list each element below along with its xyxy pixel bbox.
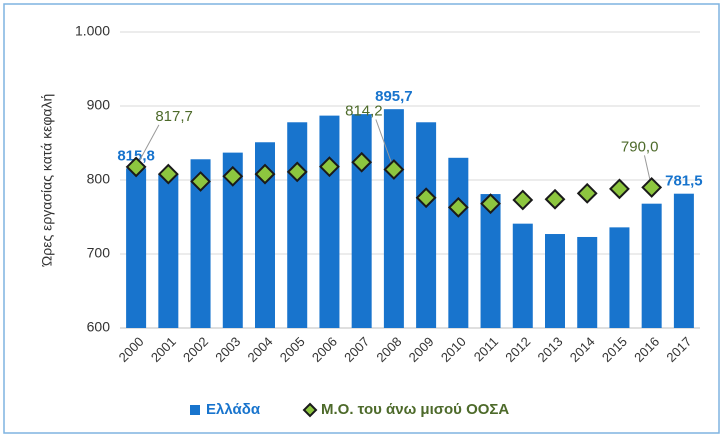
x-tick-label: 2008 [373,334,404,365]
marker [125,156,147,178]
legend-swatch [190,405,200,415]
data-label: 895,7 [375,88,413,105]
marker [609,178,630,200]
leader-line [135,124,160,168]
x-tick-label: 2007 [341,334,372,365]
x-tick-label: 2015 [599,334,630,365]
x-tick-label: 2006 [309,334,340,365]
marker [447,196,469,218]
bar [158,174,179,328]
y-tick-label: 700 [87,245,111,261]
bar [351,114,372,328]
marker [190,171,211,192]
x-tick-label: 2014 [567,334,598,365]
marker [157,163,179,185]
legend-label: Ελλάδα [206,401,261,418]
bar [383,109,404,328]
chart-border [3,3,720,434]
marker [351,151,373,173]
bar [609,227,630,328]
data-label: 817,7 [155,108,193,125]
marker [254,163,276,185]
bar [641,203,662,328]
leader-line [375,119,395,170]
y-axis-title: Ώρες εργασίας κατά κεφαλή [39,94,55,268]
bar [287,122,308,328]
x-tick-label: 2002 [180,334,211,365]
marker [512,189,534,211]
data-label: 790,0 [621,138,659,155]
bar [126,168,147,328]
x-tick-label: 2012 [502,334,533,365]
legend-label: Μ.Ο. του άνω μισού ΟΟΣΑ [321,401,509,418]
legend-swatch [302,402,318,418]
x-tick-label: 2005 [277,334,308,365]
bar [448,157,469,328]
marker [641,176,663,198]
bar [319,115,340,329]
x-tick-label: 2010 [438,334,469,365]
x-tick-label: 2017 [663,334,694,365]
data-label: 781,5 [665,173,703,190]
y-tick-label: 900 [87,97,111,113]
x-tick-label: 2013 [534,334,565,365]
marker [286,161,308,183]
bar [577,236,598,328]
bar [255,142,275,328]
bar [512,223,533,328]
x-tick-label: 2003 [212,334,243,365]
x-tick-label: 2009 [406,334,437,365]
x-tick-label: 2004 [244,334,275,365]
marker [319,156,340,178]
x-tick-label: 2016 [631,334,662,365]
data-label: 815,8 [117,147,155,164]
bar [480,194,501,328]
data-label: 814,2 [345,102,383,119]
marker [222,165,244,187]
x-tick-label: 2011 [471,334,501,364]
bar [673,193,694,328]
y-tick-label: 600 [87,319,111,335]
y-tick-label: 800 [87,171,111,187]
marker [383,159,405,180]
marker [544,188,566,210]
marker [576,182,598,204]
x-tick-label: 2000 [116,334,147,365]
x-tick-label: 2001 [148,334,179,365]
y-tick-label: 1.000 [75,23,110,39]
marker [480,193,501,215]
bar [545,234,565,328]
bar [222,152,243,328]
bar [416,122,437,328]
marker [415,187,437,209]
bar [190,159,211,328]
